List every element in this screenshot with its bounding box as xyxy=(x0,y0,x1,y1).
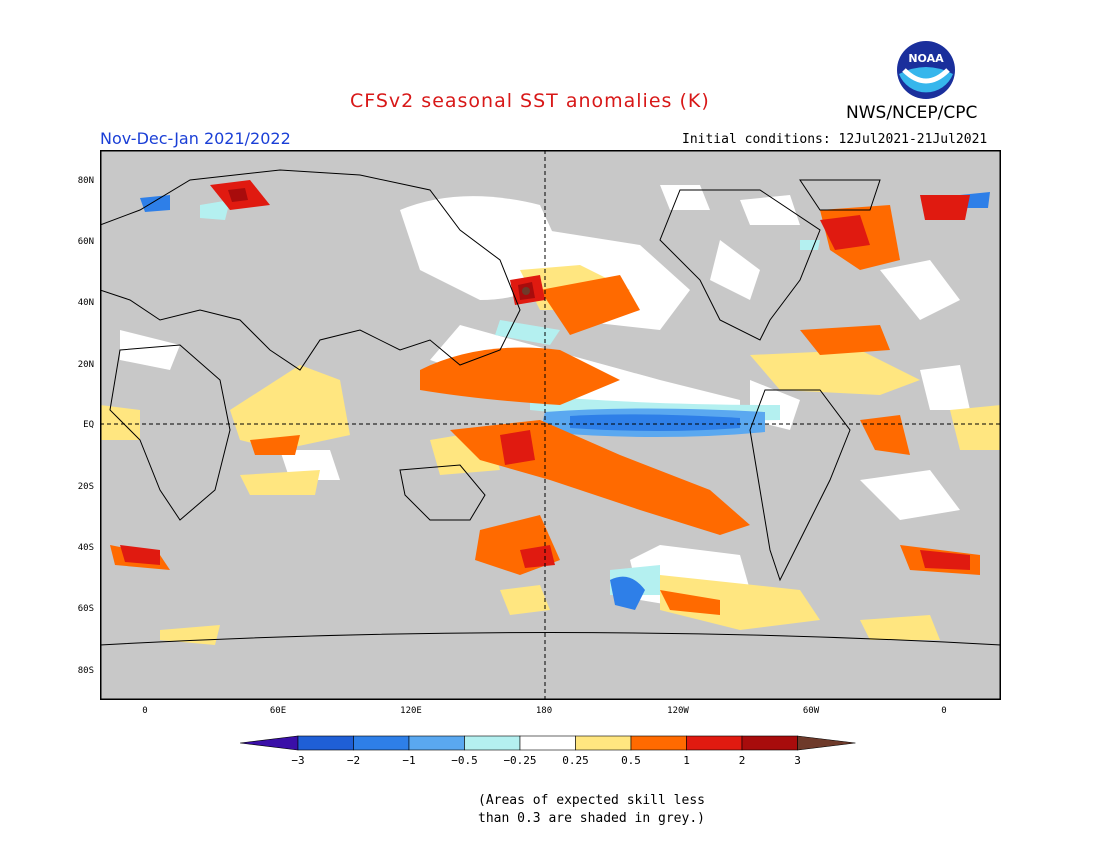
season-label: Nov-Dec-Jan 2021/2022 xyxy=(100,129,291,148)
lat-label: 20S xyxy=(77,482,94,492)
lon-label: 120E xyxy=(400,706,422,716)
colorbar-tick-label: 0.5 xyxy=(621,754,641,767)
lat-label: 40S xyxy=(77,543,94,553)
colorbar-segment xyxy=(686,735,743,751)
colorbar-tick-label: −0.5 xyxy=(451,754,478,767)
colorbar-tick-label: 3 xyxy=(794,754,801,767)
noaa-logo: NOAA xyxy=(897,41,955,99)
colorbar-segment xyxy=(575,735,632,751)
colorbar-tick-label: 1 xyxy=(683,754,690,767)
colorbar xyxy=(240,735,856,751)
lon-label: 0 xyxy=(941,706,947,716)
colorbar-segment xyxy=(408,735,465,751)
lon-label: 120W xyxy=(667,706,689,716)
skill-note-line2: than 0.3 are shaded in grey.) xyxy=(478,811,705,826)
map-title: CFSv2 seasonal SST anomalies (K) xyxy=(350,90,710,112)
colorbar-segment xyxy=(297,735,354,751)
colorbar-segment xyxy=(464,735,521,751)
colorbar-segment xyxy=(353,735,410,751)
lat-label: 60S xyxy=(77,604,94,614)
lat-label: 20N xyxy=(77,360,94,370)
lat-label: 60N xyxy=(77,237,94,247)
lon-label: 60W xyxy=(802,706,820,716)
colorbar-tick-label: −3 xyxy=(291,754,305,767)
colorbar-segment xyxy=(797,735,856,751)
noaa-logo-text: NOAA xyxy=(908,52,944,65)
colorbar-segment xyxy=(630,735,687,751)
colorbar-segment xyxy=(519,735,576,751)
lat-label: 80S xyxy=(77,666,94,676)
colorbar-tick-label: −2 xyxy=(346,754,361,767)
lat-label: 40N xyxy=(77,298,94,308)
colorbar-tick-label: 0.25 xyxy=(562,754,589,767)
lon-label: 0 xyxy=(142,706,148,716)
initial-conditions-label: Initial conditions: 12Jul2021-21Jul2021 xyxy=(682,132,988,147)
skill-note-line1: (Areas of expected skill less xyxy=(478,793,705,808)
skill-note: (Areas of expected skill less than 0.3 a… xyxy=(478,792,705,828)
colorbar-segment xyxy=(240,735,299,751)
lon-label: 60E xyxy=(269,706,287,716)
colorbar-tick-label: −0.25 xyxy=(503,754,537,767)
red-anomalies xyxy=(120,180,970,570)
colorbar-tick-label: −1 xyxy=(402,754,416,767)
lon-label: 180 xyxy=(535,706,553,716)
lat-label: EQ xyxy=(83,420,94,430)
map-frame xyxy=(100,150,1001,700)
dark-red-anomalies xyxy=(228,188,535,300)
agency-label: NWS/NCEP/CPC xyxy=(846,103,978,123)
continent-outlines xyxy=(100,169,1001,646)
colorbar-tick-label: 2 xyxy=(738,754,746,767)
sst-anomaly-map xyxy=(100,150,1001,700)
colorbar-segment xyxy=(741,735,798,751)
lat-label: 80N xyxy=(77,176,94,186)
